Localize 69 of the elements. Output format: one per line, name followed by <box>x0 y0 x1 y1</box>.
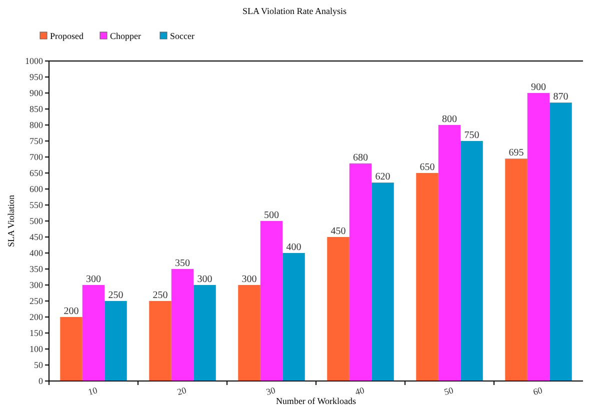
bar <box>349 163 372 381</box>
bar <box>505 158 528 381</box>
data-label: 250 <box>152 290 168 301</box>
bar <box>282 253 305 381</box>
bar <box>149 301 172 381</box>
y-tick-label: 150 <box>30 328 44 338</box>
bar <box>171 269 194 381</box>
x-tick-label: 20 <box>176 384 188 398</box>
y-tick-label: 900 <box>30 88 44 98</box>
y-tick-label: 50 <box>34 360 44 370</box>
bar <box>327 237 350 381</box>
legend-label: Proposed <box>50 31 84 41</box>
bar <box>438 125 461 381</box>
y-tick-label: 0 <box>38 376 44 386</box>
legend-label: Chopper <box>110 31 141 41</box>
data-label: 200 <box>64 306 79 317</box>
data-label: 450 <box>330 226 346 237</box>
y-tick-label: 800 <box>30 120 44 130</box>
legend-label: Soccer <box>170 31 194 41</box>
data-label: 900 <box>531 82 546 93</box>
data-label: 870 <box>553 92 568 103</box>
data-label: 350 <box>175 258 190 269</box>
y-tick-label: 250 <box>30 296 44 306</box>
data-label: 620 <box>375 172 390 183</box>
data-label: 300 <box>242 274 257 285</box>
bar <box>60 317 82 381</box>
y-tick-label: 1000 <box>25 56 44 66</box>
x-tick-label: 30 <box>265 384 277 398</box>
data-label: 400 <box>286 242 302 253</box>
y-tick-label: 650 <box>30 168 44 178</box>
data-label: 800 <box>442 114 457 125</box>
x-axis-title: Number of Workloads <box>276 396 357 406</box>
y-tick-label: 350 <box>30 264 44 274</box>
y-tick-label: 600 <box>30 184 44 194</box>
data-label: 500 <box>264 210 279 221</box>
bar <box>527 93 550 381</box>
x-tick-label: 50 <box>443 384 455 398</box>
x-tick-label: 40 <box>354 384 366 398</box>
data-label: 300 <box>197 274 212 285</box>
y-tick-label: 200 <box>30 312 44 322</box>
data-label: 680 <box>353 152 368 164</box>
data-label: 750 <box>464 130 480 141</box>
y-tick-label: 550 <box>30 200 44 210</box>
y-tick-label: 400 <box>30 248 44 258</box>
y-tick-label: 300 <box>30 280 44 290</box>
y-tick-label: 850 <box>30 104 44 114</box>
bar <box>550 102 572 381</box>
data-label: 650 <box>420 162 435 173</box>
x-tick-label: 60 <box>532 384 544 398</box>
bar <box>260 221 283 381</box>
y-tick-label: 500 <box>30 216 44 226</box>
y-tick-label: 700 <box>30 152 44 162</box>
data-label: 695 <box>508 148 524 159</box>
bar <box>416 173 438 381</box>
y-tick-label: 450 <box>30 232 44 242</box>
y-tick-label: 750 <box>30 136 44 146</box>
x-tick-label: 10 <box>87 384 99 398</box>
bar <box>460 141 483 381</box>
y-tick-label: 950 <box>30 72 44 82</box>
bar <box>372 182 394 381</box>
bar <box>238 285 260 381</box>
y-axis-title: SLA Violation <box>6 194 16 248</box>
bar <box>82 285 105 381</box>
bar <box>194 285 216 381</box>
chart-title: SLA Violation Rate Analysis <box>242 6 348 16</box>
data-label: 300 <box>86 274 101 285</box>
data-label: 250 <box>108 290 124 301</box>
y-tick-label: 100 <box>30 344 44 354</box>
bar <box>104 301 127 381</box>
